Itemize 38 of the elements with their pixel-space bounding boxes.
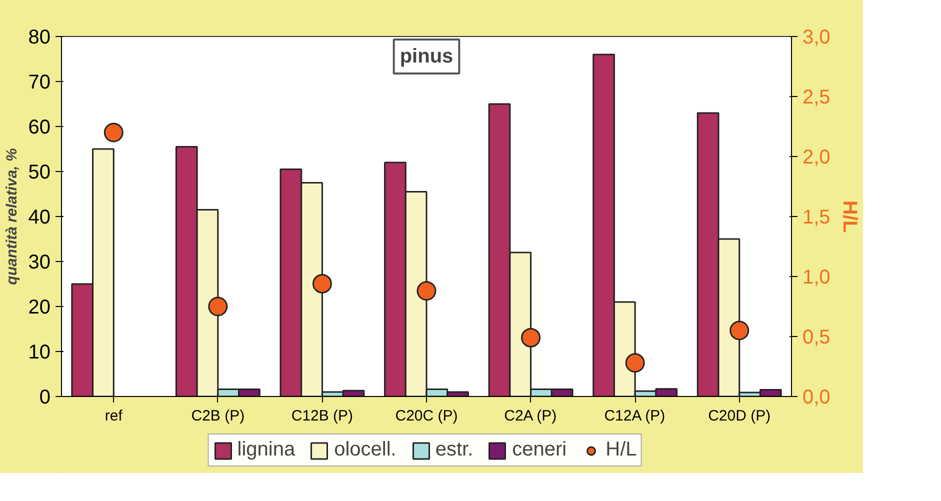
point [104,122,124,142]
x-tick-label: C12A (P) [604,408,666,424]
point [625,353,645,373]
y-tick-label: 0 [39,386,50,408]
y-tick-label: 70 [28,72,51,94]
y-tick-label: 80 [28,26,51,48]
x-tick-label: C20C (P) [395,408,458,424]
x-tick-label: C2B (P) [191,408,245,424]
x-tick-label: C12B (P) [291,408,354,424]
y-tick-label: 60 [28,116,51,138]
legend-label: estr. [435,438,474,462]
legend-label: H/L [606,438,637,462]
point [730,320,750,340]
y2-tick-label: 0,0 [802,386,830,408]
y2-tick-label: 1,0 [802,266,830,288]
y2-tick-label: 2,0 [802,146,830,168]
point [416,281,436,301]
y2-tick-label: 2,5 [802,86,830,108]
y-tick-label: 40 [28,206,51,228]
chart-title: pinus [400,46,454,68]
x-tick-label: C20D (P) [708,408,771,424]
x-tick-label: C2A (P) [504,408,557,424]
y2-tick-label: 3,0 [802,26,830,48]
y-tick-label: 50 [28,162,51,184]
legend-label: ceneri [512,438,567,462]
point [208,296,228,316]
point [521,328,541,348]
x-tick-label: ref [104,408,124,424]
y2-tick-label: 0,5 [802,326,830,348]
y-axis-title: quantità relativa, % [3,148,20,285]
y-tick-label: 30 [28,252,51,274]
y-tick-label: 10 [28,342,51,364]
legend-label: lignina [237,438,296,462]
y2-axis-title: H/L [838,200,860,233]
y-tick-label: 20 [28,296,51,318]
y2-tick-label: 1,5 [802,206,830,228]
point [312,274,332,294]
legend-label: olocell. [334,438,396,462]
